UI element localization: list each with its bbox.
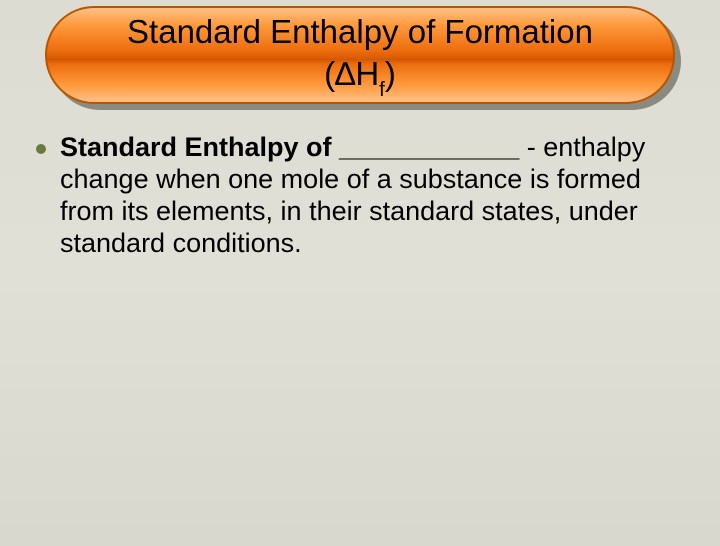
- title-pill: Standard Enthalpy of Formation (∆Hf): [45, 6, 675, 104]
- bullet-marker: [36, 144, 46, 154]
- title-subscript-f: f: [379, 78, 385, 101]
- title-paren-open: (: [324, 55, 335, 92]
- title-delta: ∆: [335, 55, 355, 92]
- bullet-text: Standard Enthalpy of ____________ - enth…: [60, 132, 684, 259]
- bullet-bold-prefix: Standard Enthalpy of ____________: [60, 132, 519, 162]
- title-banner: Standard Enthalpy of Formation (∆Hf): [45, 6, 675, 108]
- title-H: H: [355, 55, 379, 92]
- title-paren-close: ): [385, 55, 396, 92]
- slide-body: Standard Enthalpy of ____________ - enth…: [36, 132, 684, 259]
- slide-title: Standard Enthalpy of Formation (∆Hf): [127, 11, 593, 98]
- title-line1: Standard Enthalpy of Formation: [127, 13, 593, 50]
- bullet-item: Standard Enthalpy of ____________ - enth…: [36, 132, 684, 259]
